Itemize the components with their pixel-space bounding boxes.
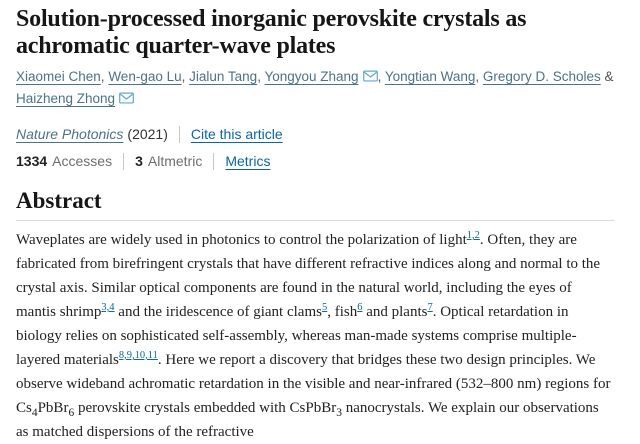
- author-link[interactable]: Yongyou Zhang: [264, 69, 359, 84]
- author-link[interactable]: Haizheng Zhong: [16, 91, 116, 106]
- reference-link[interactable]: 3,4: [101, 302, 115, 313]
- metrics-bar: 1334 Accesses 3 Altmetric Metrics: [16, 153, 614, 170]
- journal-meta-line: Nature Photonics (2021) Cite this article: [16, 126, 614, 143]
- reference-superscript: 7: [427, 302, 432, 313]
- abstract-heading: Abstract: [16, 188, 102, 213]
- email-icon[interactable]: [119, 88, 134, 110]
- abstract-text-segment: Waveplates are widely used in photonics …: [16, 232, 467, 248]
- abstract-text-segment: , fish: [327, 304, 358, 320]
- author-link[interactable]: Gregory D. Scholes: [482, 69, 601, 84]
- author-link[interactable]: Yongtian Wang: [384, 69, 476, 84]
- reference-superscript: 5: [322, 302, 327, 313]
- author-separator: ,: [475, 69, 483, 84]
- cite-this-article-link[interactable]: Cite this article: [190, 126, 283, 142]
- abstract-text-segment: PbBr: [37, 400, 69, 416]
- abstract-text-segment: . Here we report a discovery that bridge…: [16, 352, 611, 416]
- author-separator: ,: [257, 69, 265, 84]
- article-title: Solution-processed inorganic perovskite …: [16, 6, 527, 59]
- metrics-link[interactable]: Metrics: [225, 153, 271, 169]
- altmetric-count: 3: [135, 153, 143, 169]
- vertical-divider: [123, 153, 125, 170]
- abstract-text-segment: . Optical retardation in biology relies …: [16, 304, 577, 368]
- publication-year: (2021): [127, 126, 168, 142]
- reference-superscript: 8,9,10,11: [119, 350, 158, 361]
- abstract-text-segment: and the iridescence of giant clams: [114, 304, 322, 320]
- author-separator: ,: [100, 69, 109, 84]
- vertical-divider: [213, 153, 215, 170]
- journal-link[interactable]: Nature Photonics: [16, 126, 124, 142]
- author-separator: ,: [181, 69, 190, 84]
- abstract-paragraph: Waveplates are widely used in photonics …: [16, 228, 612, 444]
- author-separator: &: [600, 69, 618, 84]
- chemical-subscript: 6: [68, 407, 75, 419]
- reference-link[interactable]: 5: [321, 302, 328, 313]
- section-divider: [16, 220, 614, 221]
- author-list: Xiaomei Chen, Wen-gao Lu, Jialun Tang, Y…: [16, 66, 614, 110]
- abstract-text-segment: perovskite crystals embedded with CsPbBr: [74, 400, 337, 416]
- reference-superscript: 6: [357, 302, 362, 313]
- author-separator: ,: [377, 69, 385, 84]
- reference-link[interactable]: 6: [357, 302, 363, 313]
- email-icon[interactable]: [362, 66, 378, 88]
- author-link[interactable]: Xiaomei Chen: [16, 69, 101, 84]
- altmetric-label: Altmetric: [147, 153, 203, 169]
- author-link[interactable]: Wen-gao Lu: [108, 69, 182, 84]
- reference-superscript: 1,2: [467, 230, 480, 241]
- accesses-label: Accesses: [52, 153, 113, 169]
- vertical-divider: [178, 126, 180, 143]
- chemical-subscript: 3: [336, 407, 342, 419]
- reference-link[interactable]: 8,9,10,11: [118, 350, 158, 361]
- abstract-text-segment: and plants: [362, 304, 428, 320]
- reference-link[interactable]: 1,2: [466, 230, 480, 241]
- author-link[interactable]: Jialun Tang: [189, 69, 258, 84]
- reference-link[interactable]: 7: [427, 302, 433, 313]
- accesses-count: 1334: [16, 153, 48, 169]
- abstract-text-segment: . Often, they are fabricated from birefr…: [16, 232, 601, 320]
- chemical-subscript: 4: [31, 407, 38, 419]
- reference-superscript: 3,4: [101, 302, 114, 313]
